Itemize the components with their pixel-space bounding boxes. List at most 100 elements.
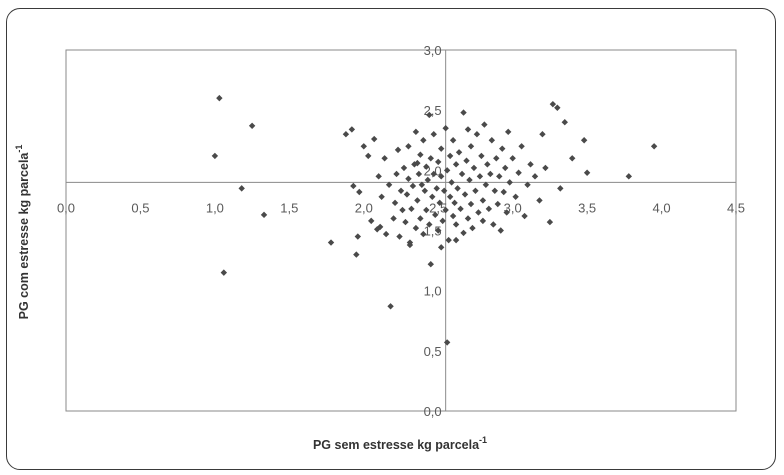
data-point [583, 169, 591, 176]
y-tick-label: 1,5 [424, 224, 442, 239]
x-axis-title: PG sem estresse kg parcela-1 [313, 435, 487, 452]
data-point [442, 206, 449, 214]
y-tick-label: 0,5 [424, 344, 442, 359]
data-point [220, 269, 228, 276]
data-point [350, 182, 357, 190]
data-point [429, 193, 436, 201]
data-point [469, 224, 476, 232]
x-tick-label: 2,0 [355, 200, 373, 215]
data-point [327, 239, 335, 246]
data-point [420, 230, 427, 238]
data-point [557, 185, 564, 192]
data-point [390, 215, 397, 222]
data-point [436, 199, 443, 207]
data-point [424, 176, 431, 184]
data-point [518, 143, 525, 150]
data-point [452, 221, 460, 228]
data-point [625, 173, 632, 180]
data-point [356, 188, 363, 196]
data-point [478, 152, 485, 160]
data-point [497, 227, 504, 234]
x-tick-label: 1,5 [280, 200, 298, 215]
data-point [438, 145, 445, 152]
data-point [403, 191, 411, 198]
data-point [216, 94, 223, 102]
data-point [452, 161, 460, 168]
data-point [375, 173, 382, 180]
data-point [509, 155, 516, 162]
data-point [397, 187, 405, 194]
data-point [502, 164, 509, 172]
data-point [546, 218, 554, 226]
data-point [464, 126, 472, 133]
data-point [484, 161, 491, 168]
data-points [211, 94, 658, 346]
data-point [387, 303, 394, 310]
data-point [365, 152, 372, 160]
data-point [427, 155, 434, 162]
data-point [448, 179, 455, 186]
data-point [455, 149, 463, 156]
data-point [500, 188, 507, 196]
data-point [438, 173, 445, 180]
data-point [488, 137, 496, 144]
data-point [524, 181, 531, 188]
data-point [521, 212, 528, 220]
data-point [408, 205, 415, 213]
data-point [394, 146, 402, 154]
data-point [378, 193, 385, 201]
data-point [569, 155, 576, 162]
data-point [490, 221, 497, 228]
data-point [238, 185, 245, 192]
data-point [451, 199, 458, 207]
x-tick-label: 1,0 [206, 200, 224, 215]
data-point [491, 187, 498, 194]
data-point [464, 215, 472, 222]
chart-frame [6, 8, 776, 470]
data-point [461, 191, 469, 198]
data-point [385, 181, 393, 188]
data-point [539, 131, 546, 138]
data-point [432, 211, 439, 219]
data-point [435, 227, 442, 234]
data-point [412, 224, 420, 232]
data-point [487, 170, 494, 178]
data-point [400, 164, 408, 172]
data-point [473, 131, 481, 138]
data-point [396, 233, 403, 240]
data-point [426, 221, 433, 228]
data-point [479, 197, 487, 204]
data-point [427, 260, 434, 268]
data-point [393, 170, 400, 178]
y-tick-label: 3,0 [424, 43, 442, 58]
data-point [348, 126, 356, 133]
data-point [527, 161, 534, 168]
plot-area [65, 49, 737, 412]
data-point [494, 200, 501, 208]
data-point [493, 155, 500, 162]
data-point [405, 143, 412, 150]
data-point [421, 187, 429, 194]
data-point [354, 233, 362, 240]
data-point [505, 128, 512, 136]
data-point [531, 173, 539, 180]
data-point [412, 128, 420, 136]
data-point [417, 151, 424, 158]
data-point [414, 197, 421, 204]
x-tick-labels: 0,0 0,5 1,0 1,5 2,0 2,5 3,0 3,5 4,0 4,5 [57, 200, 745, 215]
data-point [406, 241, 414, 249]
data-point [458, 170, 466, 178]
data-point [561, 119, 568, 126]
data-point [446, 193, 454, 201]
y-tick-label: 1,0 [424, 284, 442, 299]
data-point [515, 169, 522, 176]
data-point [415, 170, 423, 178]
data-point [420, 137, 427, 144]
x-tick-label: 4,5 [727, 200, 745, 215]
data-point [435, 158, 442, 166]
data-point [467, 143, 475, 150]
data-point [443, 339, 451, 346]
data-point [360, 143, 367, 150]
data-point [463, 157, 470, 164]
